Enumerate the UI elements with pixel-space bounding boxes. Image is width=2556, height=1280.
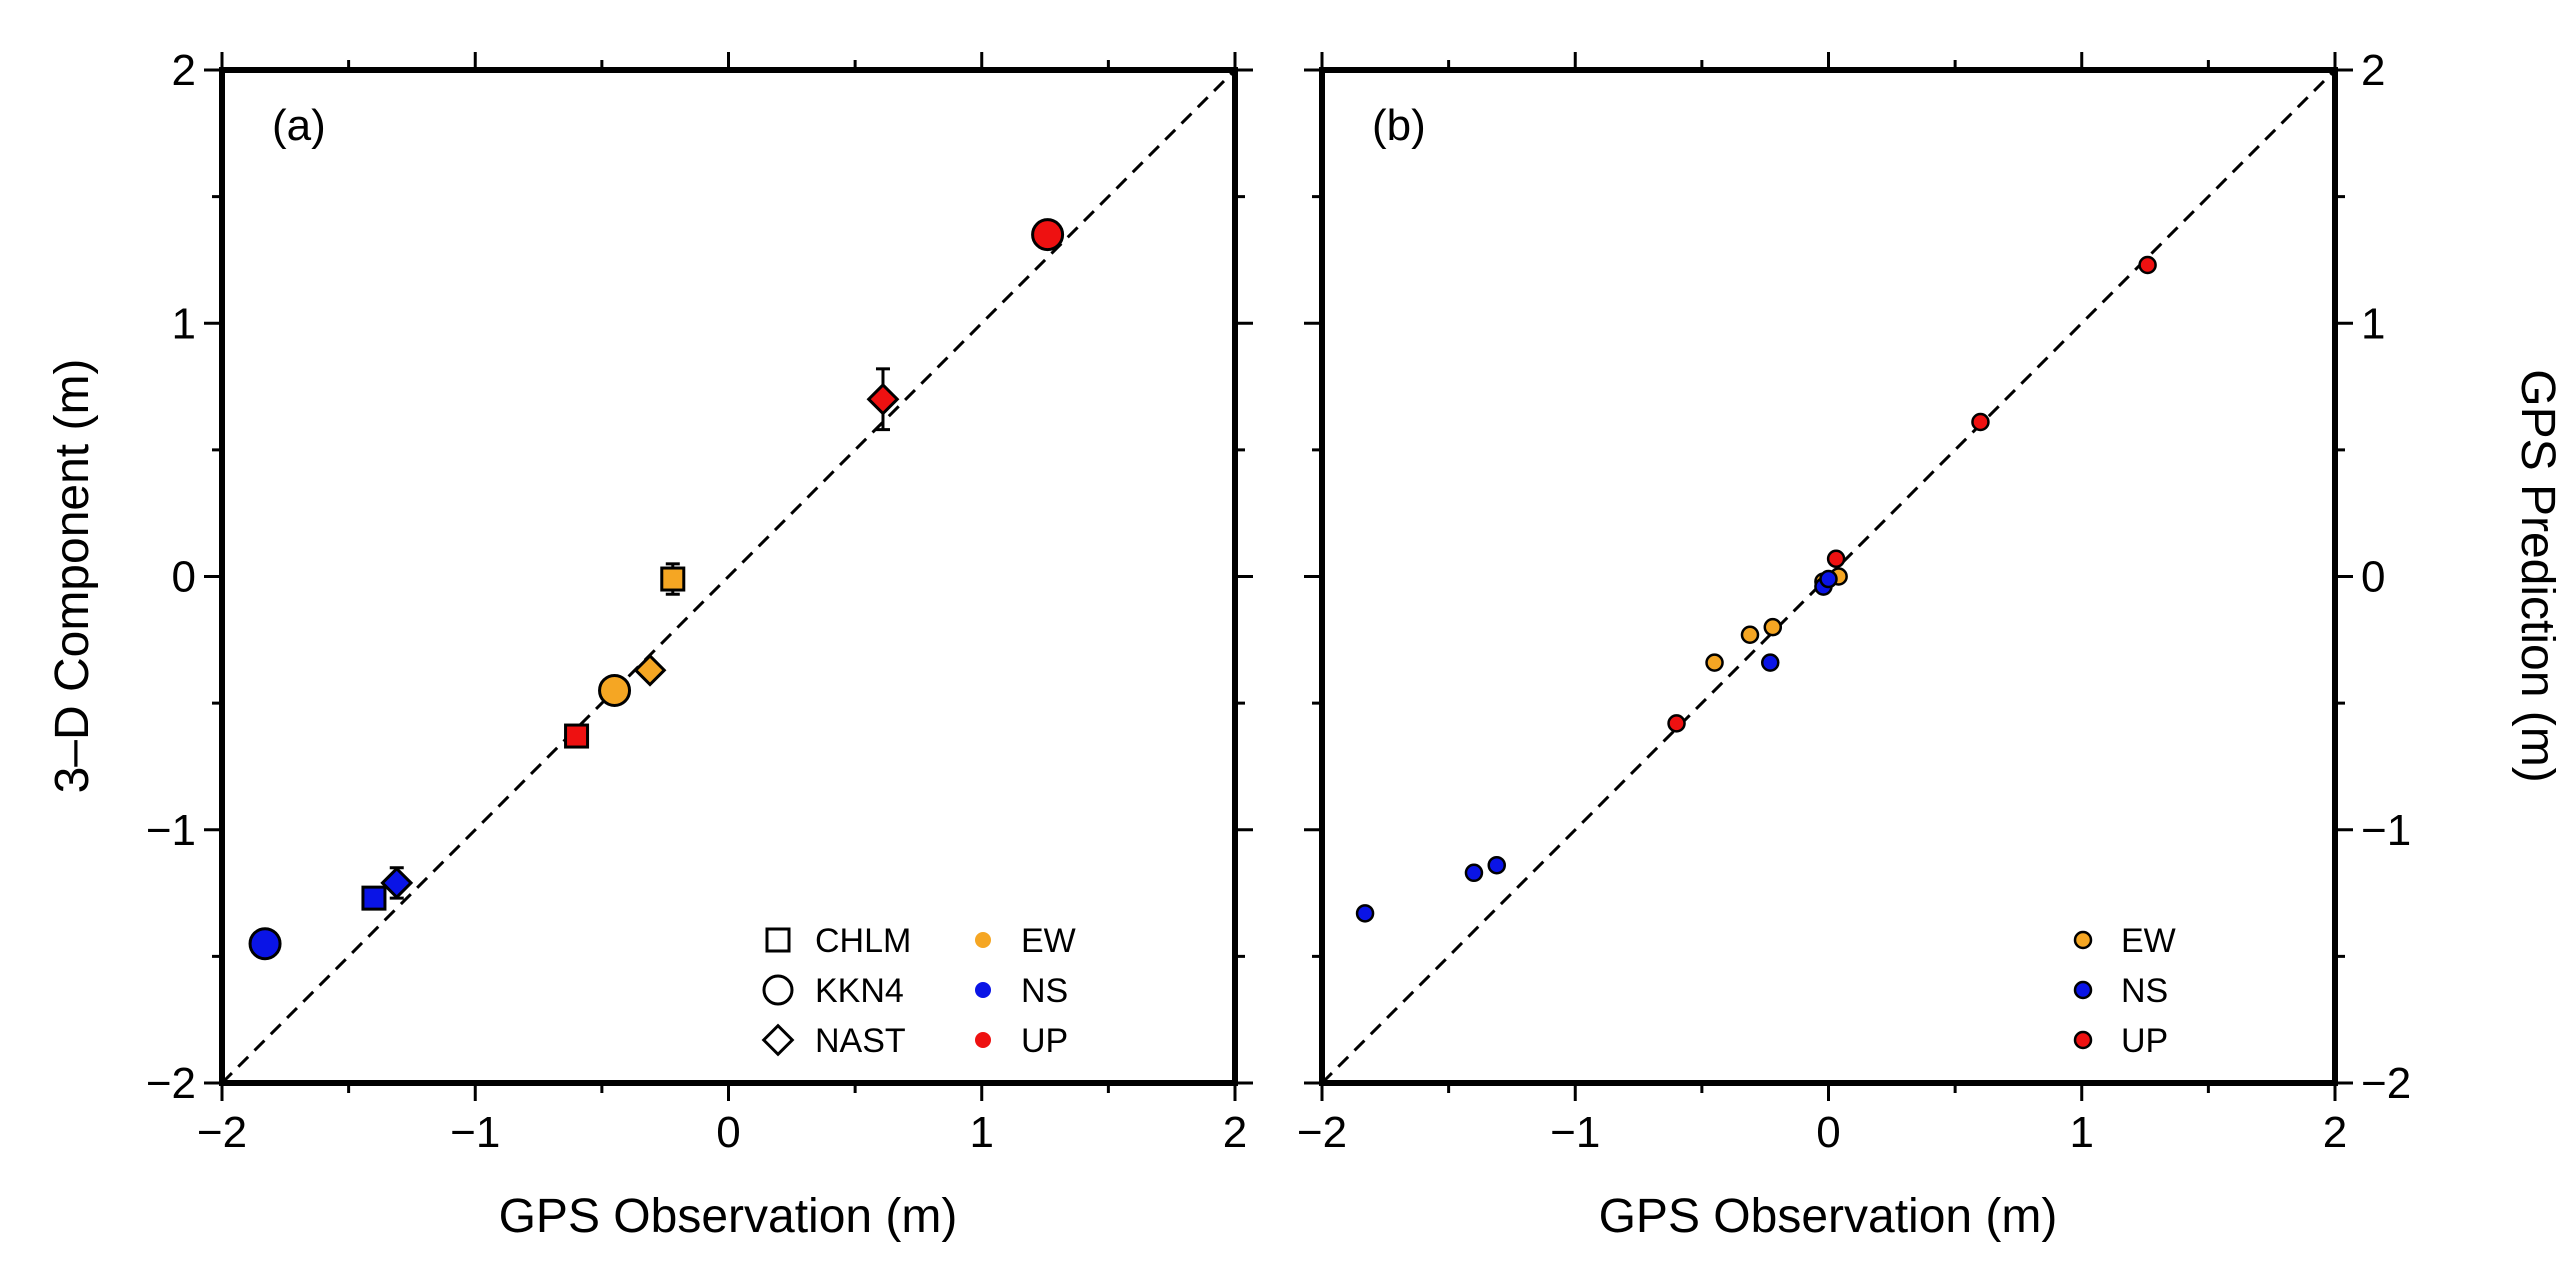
x-tick-label: −2 xyxy=(1297,1108,1347,1157)
data-point-kkn4-up xyxy=(1031,218,1065,252)
data-point-ns xyxy=(1487,855,1506,875)
y-tick-label: −2 xyxy=(2361,1059,2411,1108)
legend-dot-ns xyxy=(2073,980,2093,1000)
x-tick-label: 2 xyxy=(2323,1108,2347,1157)
legend-dot-ns xyxy=(975,982,991,998)
legend-label-kkn4: KKN4 xyxy=(815,972,904,1010)
data-point-chlm-ew xyxy=(660,566,686,592)
x-tick-label: 1 xyxy=(970,1108,994,1157)
legend-dot-ew xyxy=(2073,930,2093,950)
panel-label: (b) xyxy=(1372,101,1426,150)
x-tick-label: −2 xyxy=(197,1108,247,1157)
y-tick-label: −2 xyxy=(146,1059,196,1108)
y-tick-label: 0 xyxy=(172,553,196,602)
legend-marker-kkn4 xyxy=(762,974,794,1006)
data-point-kkn4-ns xyxy=(248,927,282,961)
y-tick-label: 1 xyxy=(172,299,196,348)
y-tick-label: 2 xyxy=(2361,46,2385,95)
data-point-up xyxy=(1971,412,1990,432)
legend-label-up: UP xyxy=(1021,1022,1068,1060)
y-tick-label: 0 xyxy=(2361,553,2385,602)
legend-marker-nast xyxy=(761,1023,795,1057)
legend-label-ew: EW xyxy=(2121,922,2176,960)
data-point-up xyxy=(1826,549,1846,569)
legend: CHLM KKN4 NAST EW NS UP xyxy=(761,922,1076,1060)
y-tick-label: −1 xyxy=(2361,806,2411,855)
y-tick-label: 1 xyxy=(2361,299,2385,348)
legend-label-chlm: CHLM xyxy=(815,922,911,960)
legend-dot-up xyxy=(2073,1030,2093,1050)
legend-dot-ew xyxy=(975,932,991,948)
data-point-kkn4-ew xyxy=(598,673,632,707)
data-point-chlm-up xyxy=(564,723,590,749)
data-point-ew xyxy=(1740,625,1760,644)
x-tick-label: 1 xyxy=(2070,1108,2094,1157)
data-point-ew xyxy=(1705,653,1724,672)
x-tick-label: 2 xyxy=(1223,1108,1247,1157)
y-axis-label: GPS Prediction (m) xyxy=(2511,369,2556,782)
legend-label-ns: NS xyxy=(2121,972,2168,1010)
x-tick-label: −1 xyxy=(1550,1108,1600,1157)
x-tick-label: 0 xyxy=(716,1108,740,1157)
data-point-up xyxy=(1667,714,1686,733)
legend-label-up: UP xyxy=(2121,1022,2168,1060)
data-point-chlm-ns xyxy=(361,885,387,911)
panel-label: (a) xyxy=(272,101,326,150)
data-point-ns xyxy=(1355,904,1375,923)
legend-dot-up xyxy=(975,1032,991,1048)
data-point-nast-ns xyxy=(380,866,414,900)
data-point-ns xyxy=(1464,863,1484,883)
y-tick-label: −1 xyxy=(146,806,196,855)
legend-label-nast: NAST xyxy=(815,1022,906,1060)
panel-a: −2−2 −1 −1 0 0 1 1 2 2 (a) GPS Observation (m) 3… xyxy=(46,46,1253,1243)
legend-label-ns: NS xyxy=(1021,972,1068,1010)
legend-marker-chlm xyxy=(765,927,791,953)
legend: EW NS UP xyxy=(2073,922,2176,1060)
data-point-nast-ew xyxy=(633,653,667,687)
legend-label-ew: EW xyxy=(1021,922,1076,960)
x-tick-label: −1 xyxy=(450,1108,500,1157)
x-tick-label: 0 xyxy=(1816,1108,1840,1157)
data-point-up xyxy=(2138,255,2157,275)
data-point-nast-up xyxy=(866,382,900,416)
y-tick-label: 2 xyxy=(172,46,196,95)
x-axis-label: GPS Observation (m) xyxy=(499,1190,958,1243)
reference-line xyxy=(220,68,1237,1085)
data-point-ns xyxy=(1761,653,1780,672)
y-axis-label: 3–D Component (m) xyxy=(46,359,99,794)
data-point-ew xyxy=(1763,617,1783,637)
panel-b: −2 −2 −1 −1 0 0 1 1 2 2 (b) GPS Observation (m) G… xyxy=(1297,46,2556,1243)
data-point-ns xyxy=(1819,569,1838,589)
x-axis-label: GPS Observation (m) xyxy=(1599,1190,2058,1243)
